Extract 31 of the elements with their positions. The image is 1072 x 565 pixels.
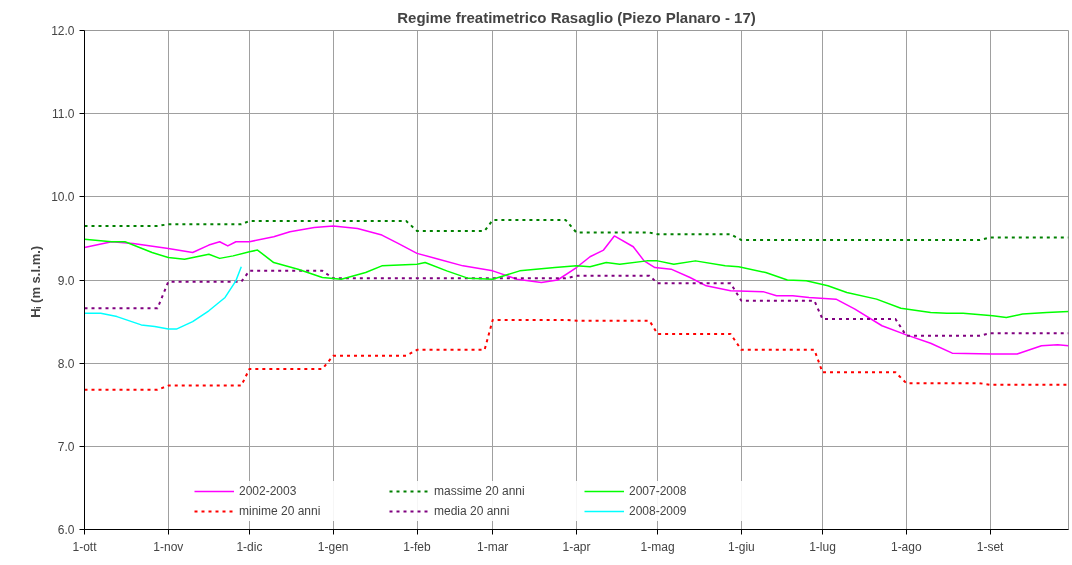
line-series: [84, 225, 1069, 355]
x-tick-label: 1-mag: [640, 539, 675, 554]
x-tick-label: 1-mar: [477, 539, 509, 554]
x-tick-label: 1-dic: [236, 539, 263, 554]
legend-label: massime 20 anni: [434, 484, 526, 498]
x-tick-label: 1-ago: [890, 539, 922, 554]
x-tick-label: 1-feb: [403, 539, 432, 554]
chart-title: Regime freatimetrico Rasaglio (Piezo Planaro - 17): [397, 8, 756, 26]
legend-label: 2008-2009: [629, 504, 688, 518]
x-tick-label: 1-apr: [562, 539, 591, 554]
x-tick-label: 1-giu: [728, 539, 755, 554]
line-series: [84, 318, 1069, 391]
y-tick-label: 8.0: [57, 356, 75, 371]
x-tick-label: 1-gen: [317, 539, 349, 554]
x-tick-label: 1-set: [976, 539, 1005, 554]
y-tick-label: 6.0: [57, 523, 75, 537]
y-tick-label: 12.0: [51, 24, 75, 38]
line-series: [84, 238, 1069, 319]
y-tick-label: 7.0: [57, 439, 75, 454]
x-tick-label: 1-nov: [153, 539, 184, 554]
y-axis-title: Hᵢ (m s.l.m.): [28, 245, 44, 318]
line-series: [84, 265, 243, 330]
legend-label: media 20 anni: [434, 504, 511, 518]
legend-label: minime 20 anni: [239, 504, 322, 518]
y-tick-label: 10.0: [51, 190, 75, 205]
legend-label: 2007-2008: [629, 484, 688, 498]
legend-label: 2002-2003: [239, 484, 298, 498]
x-tick-label: 1-ott: [72, 539, 98, 554]
y-tick-label: 9.0: [57, 273, 75, 288]
y-tick-label: 11.0: [52, 107, 75, 122]
x-tick-label: 1-lug: [809, 539, 836, 554]
